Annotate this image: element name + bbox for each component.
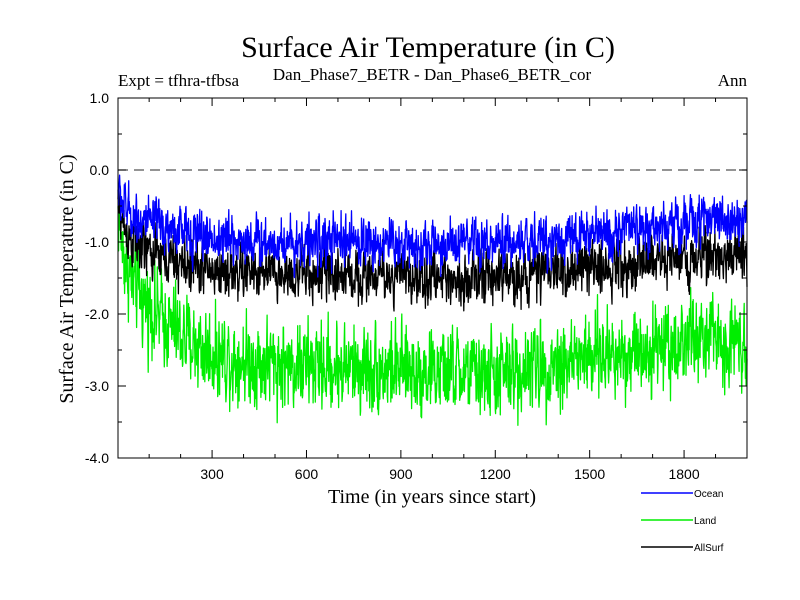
legend-label-land: Land [694, 516, 716, 527]
subtitle-period: Ann [718, 71, 748, 90]
series-line-ocean [117, 174, 748, 279]
x-tick-label: 300 [200, 466, 224, 482]
chart-title: Surface Air Temperature (in C) [241, 31, 615, 64]
y-tick-label: -3.0 [85, 378, 109, 394]
x-tick-label: 1200 [480, 466, 511, 482]
y-tick-label: -1.0 [85, 234, 109, 250]
x-tick-label: 600 [295, 466, 319, 482]
x-axis-label: Time (in years since start) [328, 486, 536, 508]
subtitle-runs: Dan_Phase7_BETR - Dan_Phase6_BETR_cor [273, 65, 592, 84]
x-tick-label: 900 [389, 466, 413, 482]
y-axis-label: Surface Air Temperature (in C) [56, 154, 78, 403]
y-tick-label: -2.0 [85, 306, 109, 322]
y-tick-label: 1.0 [90, 90, 110, 106]
subtitle-experiment: Expt = tfhra-tfbsa [118, 71, 239, 90]
y-tick-label: -4.0 [85, 450, 109, 466]
series-line-allsurf [117, 183, 748, 312]
y-axis-ticks: -4.0 -3.0 -2.0 -1.0 0.0 1.0 [85, 90, 747, 466]
legend-label-ocean: Ocean [694, 489, 723, 500]
legend-label-allsurf: AllSurf [694, 543, 724, 554]
x-axis-ticks: 300 600 900 1200 1500 1800 [148, 98, 717, 482]
x-tick-label: 1800 [668, 466, 699, 482]
y-tick-label: 0.0 [90, 162, 110, 178]
legend: Ocean Land AllSurf [641, 489, 724, 554]
series-line-land [117, 203, 748, 426]
x-tick-label: 1500 [574, 466, 605, 482]
series-layer [117, 174, 748, 426]
